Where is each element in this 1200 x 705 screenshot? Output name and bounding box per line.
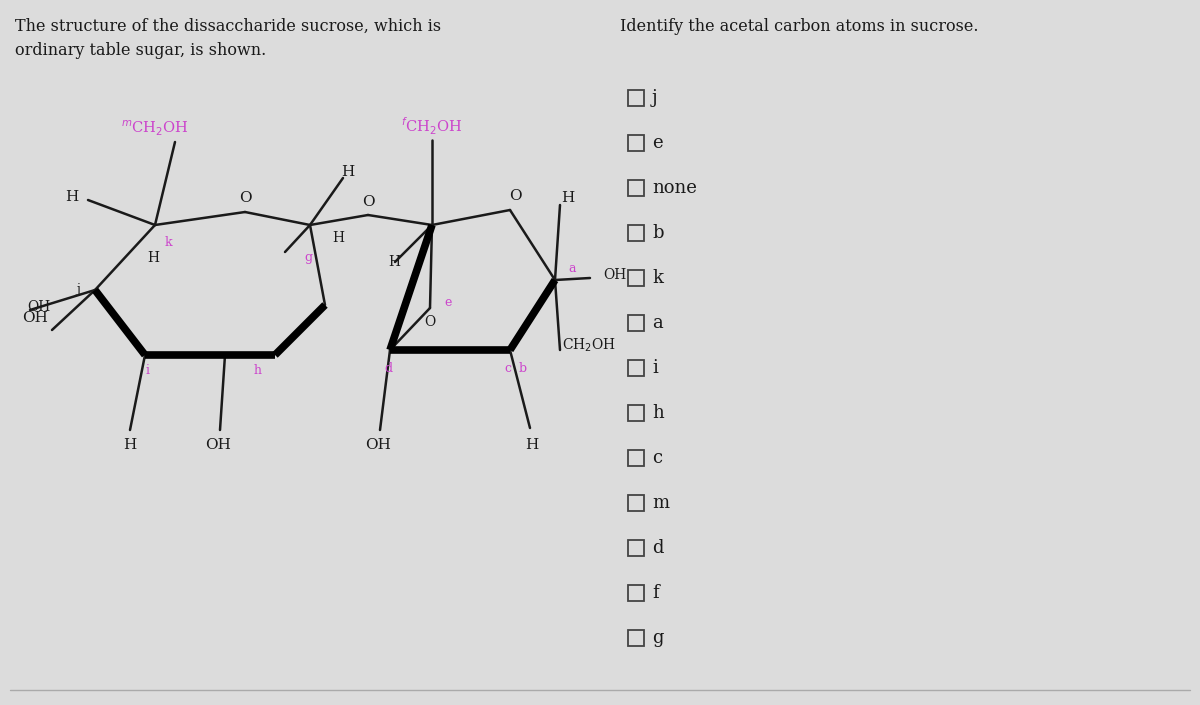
Text: f: f	[652, 584, 659, 602]
Text: j: j	[652, 89, 658, 107]
Text: k: k	[652, 269, 662, 287]
Text: OH: OH	[604, 268, 626, 282]
Text: c: c	[504, 362, 511, 374]
Text: H: H	[388, 255, 400, 269]
Text: h: h	[254, 364, 262, 376]
Text: OH: OH	[26, 300, 50, 314]
Bar	[628, 135, 644, 151]
Text: d: d	[384, 362, 392, 374]
Bar	[628, 585, 644, 601]
Text: H: H	[148, 251, 158, 265]
Text: Identify the acetal carbon atoms in sucrose.: Identify the acetal carbon atoms in sucr…	[620, 18, 978, 35]
Text: O: O	[361, 195, 374, 209]
Text: h: h	[652, 404, 664, 422]
Bar	[628, 630, 644, 646]
Bar	[628, 405, 644, 421]
Text: a: a	[652, 314, 662, 332]
Text: g: g	[304, 252, 312, 264]
Bar	[628, 450, 644, 466]
Bar	[628, 270, 644, 286]
Text: CH$_{2}$OH: CH$_{2}$OH	[562, 336, 616, 354]
Bar	[628, 495, 644, 511]
Text: H: H	[526, 438, 539, 452]
Text: j: j	[76, 283, 80, 297]
Text: e: e	[444, 295, 451, 309]
Text: H: H	[562, 191, 575, 205]
Text: OH: OH	[22, 311, 48, 325]
Text: g: g	[652, 629, 664, 647]
Text: OH: OH	[365, 438, 391, 452]
Text: H: H	[332, 231, 344, 245]
Text: c: c	[652, 449, 662, 467]
Bar	[628, 315, 644, 331]
Text: b: b	[518, 362, 527, 374]
Text: d: d	[652, 539, 664, 557]
Text: H: H	[124, 438, 137, 452]
Text: O: O	[509, 189, 521, 203]
Text: H: H	[65, 190, 79, 204]
Text: m: m	[652, 494, 670, 512]
Text: OH: OH	[205, 438, 230, 452]
Text: $^{f}$CH$_{2}$OH: $^{f}$CH$_{2}$OH	[401, 116, 463, 137]
Bar	[628, 360, 644, 376]
Text: a: a	[569, 262, 576, 274]
Text: none: none	[652, 179, 697, 197]
Text: i: i	[652, 359, 658, 377]
Bar	[628, 225, 644, 241]
Text: H: H	[341, 165, 355, 179]
Bar	[628, 540, 644, 556]
Text: e: e	[652, 134, 662, 152]
Text: ordinary table sugar, is shown.: ordinary table sugar, is shown.	[14, 42, 266, 59]
Text: k: k	[164, 235, 172, 248]
Text: O: O	[425, 315, 436, 329]
Bar	[628, 90, 644, 106]
Text: i: i	[146, 364, 150, 376]
Text: O: O	[239, 191, 251, 205]
Text: $^{m}$CH$_{2}$OH: $^{m}$CH$_{2}$OH	[121, 118, 188, 137]
Text: The structure of the dissaccharide sucrose, which is: The structure of the dissaccharide sucro…	[14, 18, 442, 35]
Bar	[628, 180, 644, 196]
Text: b: b	[652, 224, 664, 242]
